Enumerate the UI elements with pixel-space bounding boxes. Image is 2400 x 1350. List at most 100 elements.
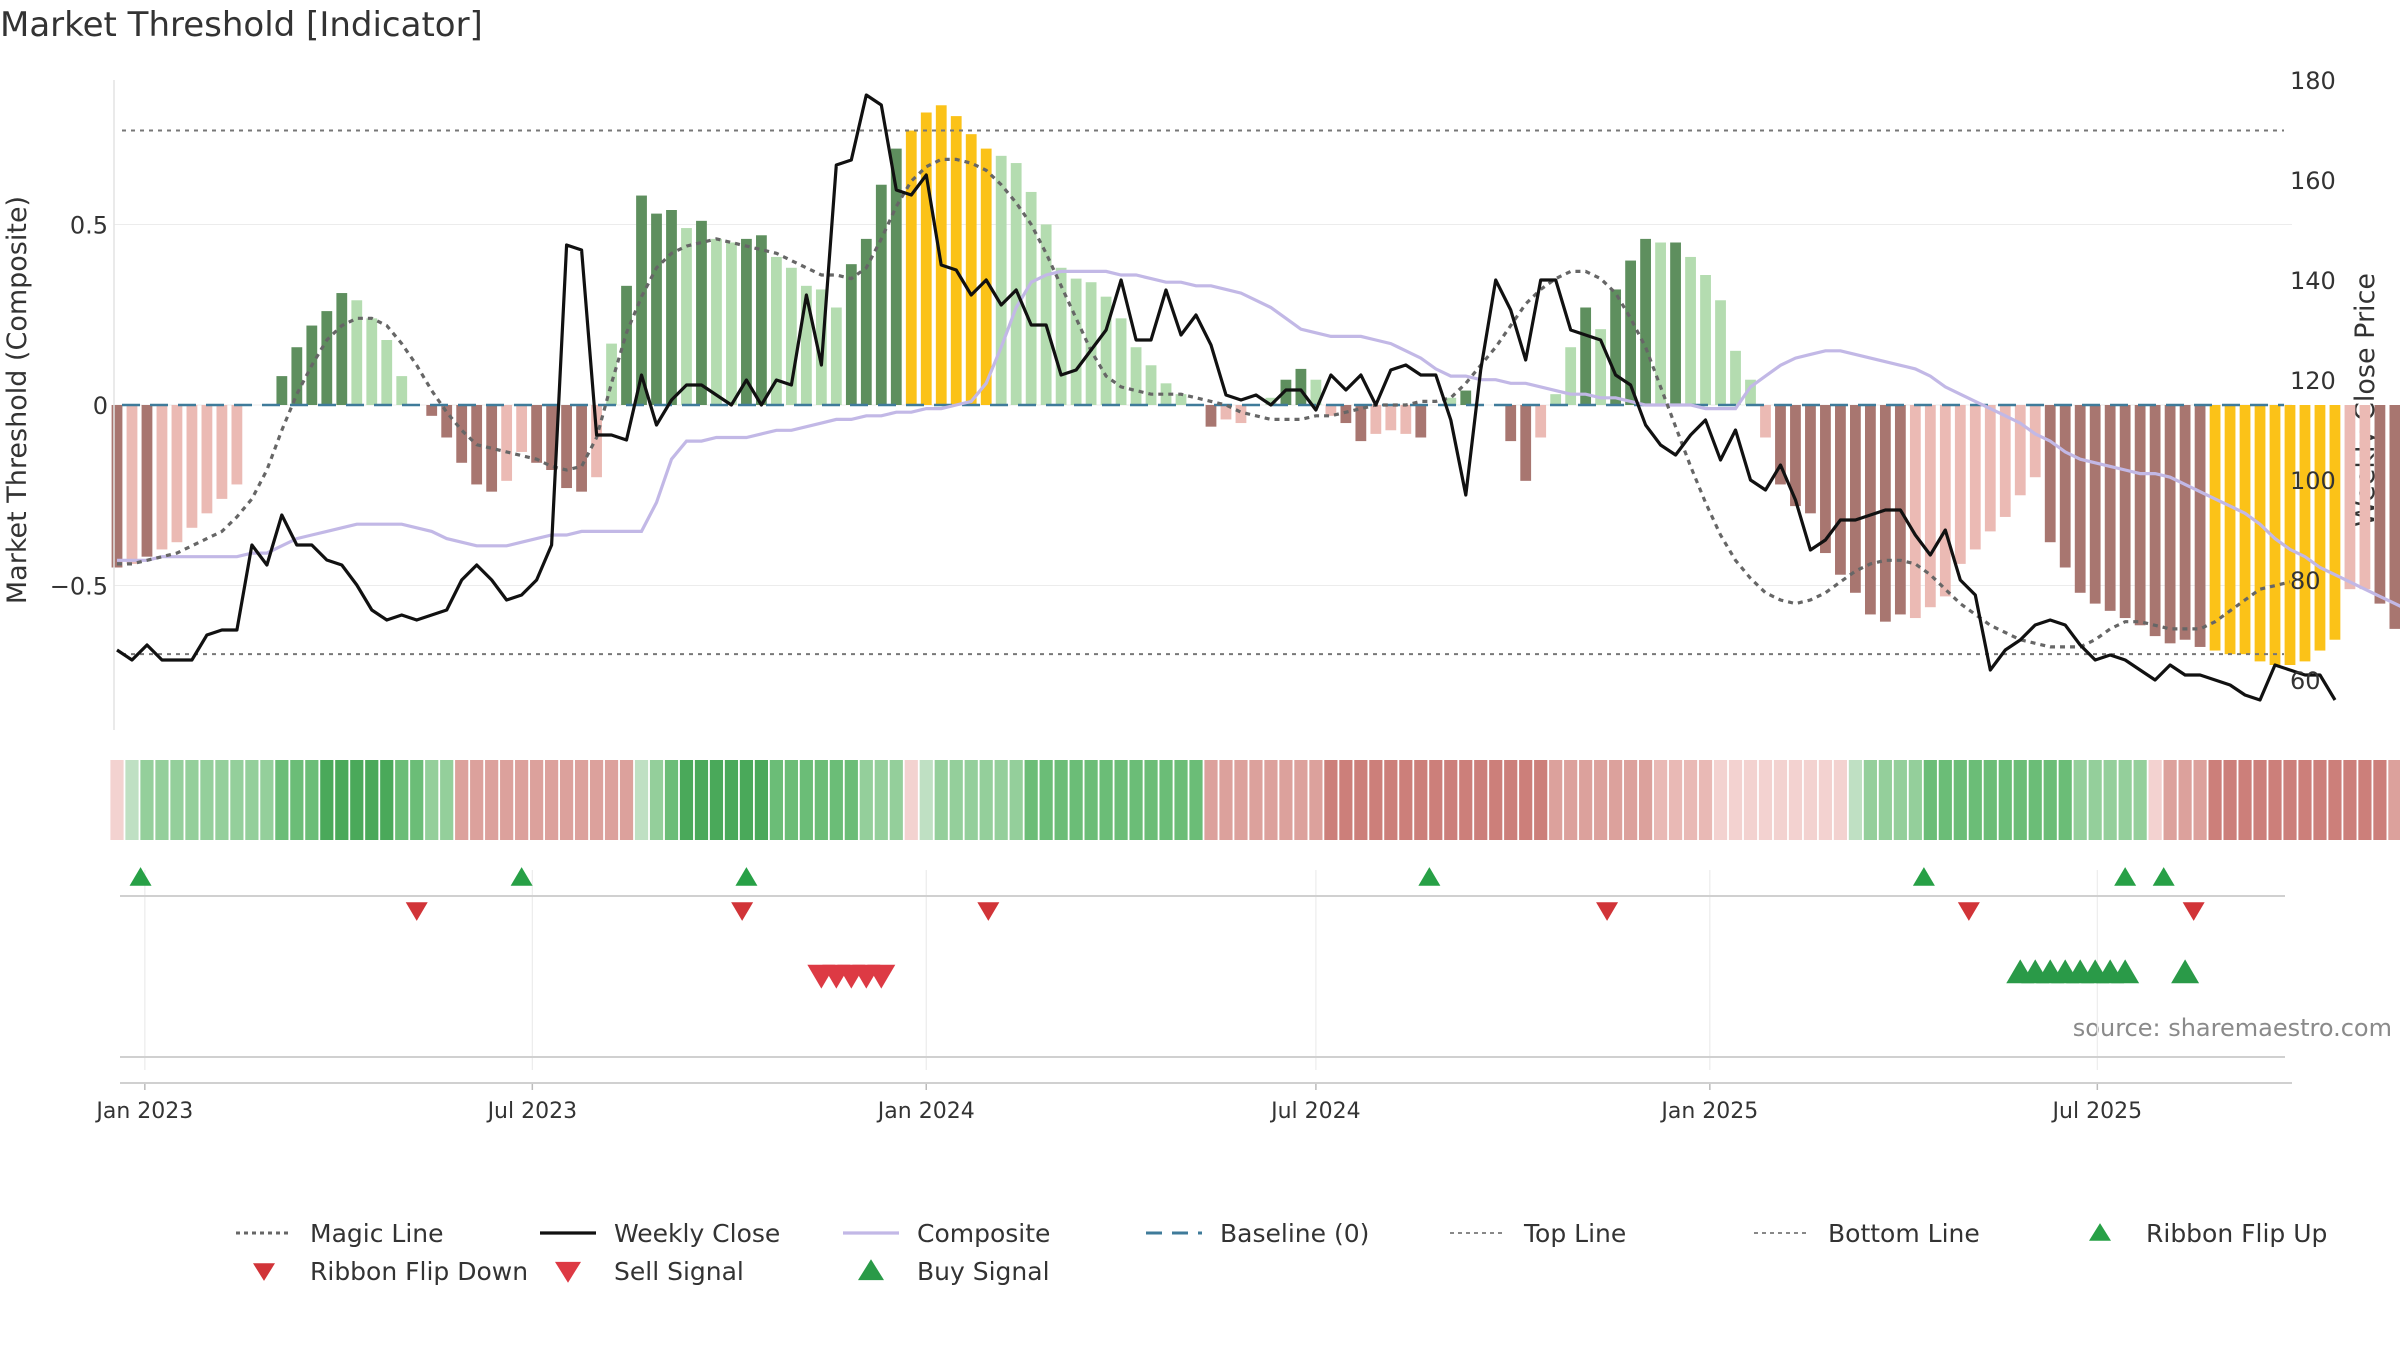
histogram-bar: [2209, 405, 2221, 651]
ribbon-flip-up-marker: [2114, 867, 2137, 886]
histogram-bar: [1325, 405, 1337, 416]
y-tick-right-label: 120: [2290, 367, 2336, 395]
y-tick-right-label: 180: [2290, 67, 2336, 95]
histogram-bar: [830, 307, 842, 405]
histogram-bar: [336, 293, 348, 405]
ribbon-segment: [574, 760, 589, 840]
ribbon-flip-down-marker: [1957, 902, 1980, 921]
ribbon-segment: [1653, 760, 1668, 840]
histogram-bar: [1505, 405, 1517, 442]
histogram-bar: [2299, 405, 2311, 662]
histogram-bar: [621, 285, 632, 405]
histogram-bar: [1924, 405, 1936, 608]
legend-label: Ribbon Flip Down: [310, 1257, 528, 1286]
ribbon-segment: [260, 760, 274, 840]
ribbon-segment: [2073, 760, 2087, 840]
histogram-bar: [1400, 405, 1412, 434]
y-tick-left-label: 0: [93, 392, 108, 420]
ribbon-flip-up-marker: [735, 867, 758, 886]
ribbon-segment: [1519, 760, 1533, 840]
ribbon-segment: [2133, 760, 2147, 840]
histogram-bar: [1445, 397, 1457, 405]
histogram-bar: [785, 267, 797, 405]
histogram-bar: [606, 343, 617, 405]
ribbon-segment: [2163, 760, 2177, 840]
histogram-bar: [231, 405, 243, 485]
ribbon-segment: [515, 760, 529, 840]
legend-label: Baseline (0): [1220, 1219, 1369, 1248]
histogram-bar: [1535, 405, 1547, 438]
legend-swatch: [253, 1263, 275, 1281]
histogram-bar: [1640, 238, 1651, 405]
histogram-bar: [2194, 405, 2206, 647]
histogram-bar: [2029, 405, 2041, 478]
histogram-bar: [201, 405, 213, 514]
legend-label: Magic Line: [310, 1219, 444, 1248]
ribbon-segment: [2388, 760, 2400, 840]
histogram-bar: [1939, 405, 1951, 597]
ribbon-flip-up-marker: [1912, 867, 1935, 886]
ribbon-segment: [1638, 760, 1653, 840]
source-label: source: sharemaestro.com: [2073, 1014, 2392, 1042]
histogram-bar: [1580, 307, 1592, 405]
ribbon-segment: [1354, 760, 1368, 840]
ribbon-segment: [1459, 760, 1473, 840]
histogram-bar: [1295, 368, 1307, 405]
histogram-bar: [1520, 405, 1532, 481]
histogram-bar: [980, 148, 992, 405]
histogram-bar: [2239, 405, 2251, 655]
ribbon-segment: [380, 760, 394, 840]
histogram-bar: [2344, 405, 2356, 590]
ribbon-segment: [1818, 760, 1833, 840]
ribbon-segment: [2223, 760, 2237, 840]
ribbon-segment: [1938, 760, 1952, 840]
ribbon-segment: [1264, 760, 1278, 840]
ribbon-segment: [2103, 760, 2117, 840]
ribbon-segment: [110, 760, 124, 840]
axes: 0.5 0 −0.5 60 80 100 120 140 160 180 Jan 2023 Jul 2…: [50, 67, 2336, 1124]
histogram-bar: [860, 238, 872, 405]
ribbon-flip-up-marker: [129, 867, 152, 886]
ribbon-segment: [1399, 760, 1413, 840]
ribbon-flip-up-marker: [510, 867, 533, 886]
histogram-bar: [2254, 405, 2266, 662]
histogram-bar: [291, 347, 303, 405]
y-tick-right-label: 60: [2290, 667, 2321, 695]
histogram-bar: [1460, 390, 1472, 405]
ribbon-flip-down-marker: [1596, 902, 1619, 921]
histogram-bar: [965, 134, 977, 405]
ribbon-segment: [1339, 760, 1353, 840]
histogram-bar: [1595, 329, 1607, 405]
ribbon-segment: [485, 760, 499, 840]
histogram-bar: [1805, 405, 1816, 514]
ribbon-segment: [1504, 760, 1518, 840]
histogram-bar: [1850, 405, 1861, 593]
ribbon-segment: [2298, 760, 2312, 840]
ribbon-flip-up-marker: [1418, 867, 1441, 886]
ribbon-segment: [1324, 760, 1338, 840]
ribbon-segment: [1414, 760, 1428, 840]
histogram-bar: [1085, 282, 1097, 405]
ribbon-segment: [365, 760, 379, 840]
histogram-bar: [1010, 163, 1022, 405]
magic-line: [117, 157, 2291, 649]
histogram-bar: [800, 285, 812, 405]
ribbon-segment: [2148, 760, 2162, 840]
histogram-bar: [1685, 256, 1696, 405]
ribbon-segment: [934, 760, 948, 840]
legend-label: Bottom Line: [1828, 1219, 1980, 1248]
histogram-bars: [111, 105, 2400, 665]
histogram-bar: [546, 405, 557, 470]
histogram-bar: [905, 130, 917, 406]
ribbon-segment: [2253, 760, 2267, 840]
histogram-bar: [1670, 242, 1681, 405]
histogram-bar: [2104, 405, 2116, 611]
ribbon-segment: [2178, 760, 2192, 840]
histogram-bar: [1070, 278, 1082, 405]
histogram-bar: [696, 220, 707, 405]
histogram-bar: [1835, 405, 1846, 575]
ribbon-segment: [1219, 760, 1233, 840]
ribbon-segment: [1309, 760, 1323, 840]
histogram-bar: [2089, 405, 2101, 604]
ribbon-segment: [814, 760, 828, 840]
